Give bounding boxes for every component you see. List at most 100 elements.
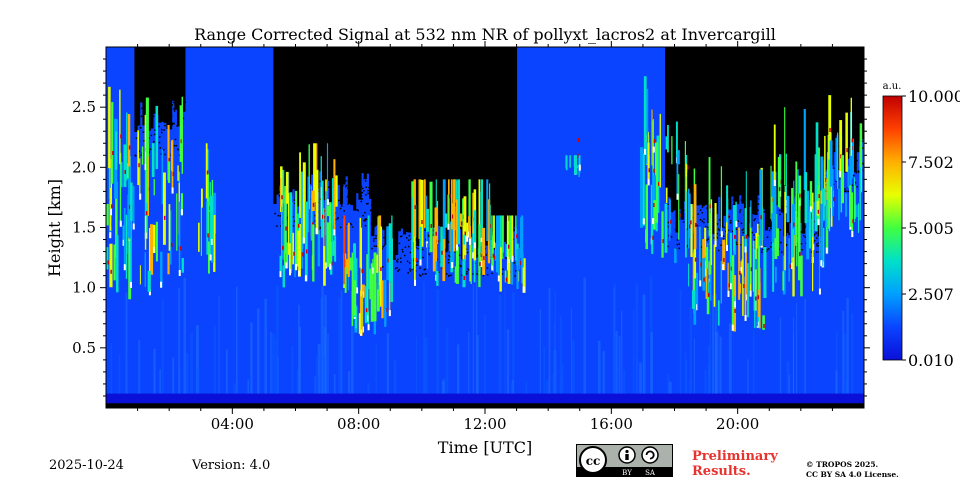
- aerosol-streak: [512, 292, 515, 402]
- aerosol-streak: [271, 332, 275, 402]
- aerosol-streak: [475, 280, 478, 402]
- colorbar-gradient: [882, 95, 903, 361]
- aerosol-streak: [298, 326, 301, 402]
- aerosol-streak: [539, 308, 541, 402]
- chart-title: Range Corrected Signal at 532 nm NR of p…: [194, 25, 776, 44]
- aerosol-streak: [323, 355, 325, 402]
- aerosol-streak: [236, 286, 238, 402]
- sa-label: SA: [645, 469, 656, 477]
- aerosol-streak: [846, 298, 849, 402]
- aerosol-streak: [553, 322, 556, 402]
- x-tick-label: 04:00: [211, 415, 254, 433]
- colorbar-ticks: 0.010 2.507 5.005 7.502 10.000: [902, 87, 960, 370]
- aerosol-streak: [172, 357, 175, 402]
- y-axis-label: Height [km]: [45, 179, 64, 277]
- copyright-line1: © TROPOS 2025.: [806, 460, 879, 469]
- footer-version: Version: 4.0: [192, 458, 271, 473]
- aerosol-streak: [650, 332, 653, 402]
- aerosol-streak: [153, 348, 156, 402]
- cloud-feature: [565, 137, 581, 177]
- cloud-feature: [279, 143, 338, 288]
- aerosol-streak: [570, 308, 572, 402]
- aerosol-streak: [178, 287, 180, 402]
- aerosol-streak: [618, 336, 621, 402]
- sa-icon-arrow: [645, 450, 655, 460]
- sa-share-alike-icon: [641, 446, 659, 464]
- y-tick-label: 1.0: [72, 279, 96, 297]
- aerosol-streak: [679, 289, 682, 402]
- y-axis: 0.5 1.0 1.5 2.0 2.5: [72, 58, 870, 397]
- aerosol-streak: [693, 338, 696, 402]
- aerosol-streak: [441, 380, 445, 402]
- aerosol-streak: [620, 339, 622, 402]
- cloud-feature: [688, 157, 765, 332]
- aerosol-streak: [716, 331, 719, 402]
- aerosol-streak: [367, 383, 370, 402]
- heatmap-plot-area: [106, 47, 864, 408]
- aerosol-streak: [546, 379, 550, 402]
- aerosol-streak: [161, 299, 164, 402]
- x-tick-label: 20:00: [716, 415, 759, 433]
- aerosol-streak: [274, 337, 277, 402]
- aerosol-streak: [386, 333, 389, 402]
- aerosol-streak: [270, 331, 272, 402]
- aerosol-streak: [196, 367, 200, 402]
- copyright-line2: CC BY SA 4.0 License.: [806, 470, 899, 479]
- aerosol-streak: [159, 369, 161, 402]
- aerosol-streak: [247, 379, 250, 402]
- aerosol-streak: [233, 383, 236, 402]
- cloud-feature: [763, 107, 829, 298]
- aerosol-streak: [296, 369, 300, 402]
- aerosol-streak: [689, 380, 691, 402]
- aerosol-streak: [510, 383, 514, 402]
- aerosol-streak: [138, 340, 141, 402]
- aerosol-streak: [572, 340, 575, 402]
- aerosol-streak: [498, 294, 502, 402]
- colorbar-tick-label: 2.507: [908, 285, 954, 304]
- copyright-notice: © TROPOS 2025. CC BY SA 4.0 License.: [806, 460, 899, 480]
- aerosol-streak: [707, 345, 711, 402]
- preliminary-line2: Results.: [692, 464, 751, 479]
- cc-text: cc: [586, 454, 601, 468]
- aerosol-streak: [842, 310, 845, 402]
- cc-icon: [579, 446, 607, 474]
- aerosol-streak: [632, 309, 635, 402]
- aerosol-streak: [110, 343, 113, 402]
- aerosol-streak: [835, 331, 838, 402]
- aerosol-streak: [747, 359, 749, 402]
- aerosol-streak: [559, 381, 562, 402]
- aerosol-streak: [317, 344, 321, 402]
- aerosol-streak: [291, 346, 294, 402]
- aerosol-streak: [623, 369, 626, 402]
- aerosol-streak: [468, 332, 470, 402]
- aerosol-streak: [506, 329, 510, 402]
- y-tick-label: 2.0: [72, 158, 96, 176]
- y-tick-label: 0.5: [72, 339, 96, 357]
- aerosol-streak: [525, 381, 528, 402]
- cloud-feature: [198, 143, 217, 274]
- aerosol-streak: [752, 330, 755, 402]
- aerosol-streak: [615, 331, 618, 402]
- aerosol-streak: [350, 290, 354, 402]
- aerosol-streak: [225, 349, 228, 402]
- aerosol-streak: [426, 337, 428, 402]
- by-icon-head: [625, 449, 629, 454]
- aerosol-streak: [250, 322, 253, 402]
- aerosol-streak: [472, 284, 474, 402]
- aerosol-streak: [190, 332, 193, 402]
- aerosol-streak: [714, 293, 717, 402]
- aerosol-streak: [504, 287, 506, 402]
- aerosol-streak: [835, 370, 838, 402]
- cloud-feature: [826, 95, 863, 238]
- aerosol-streak: [423, 337, 427, 402]
- colorbar-tick-label: 0.010: [908, 351, 954, 370]
- x-axis-label: Time [UTC]: [438, 438, 532, 457]
- near-ground-band: [106, 393, 864, 404]
- aerosol-streak: [684, 351, 687, 402]
- aerosol-streak: [416, 337, 418, 402]
- x-tick-label: 12:00: [463, 415, 506, 433]
- aerosol-streak: [843, 333, 847, 402]
- no-signal-region: [371, 47, 518, 278]
- aerosol-streak: [183, 277, 187, 402]
- aerosol-streak: [719, 336, 722, 402]
